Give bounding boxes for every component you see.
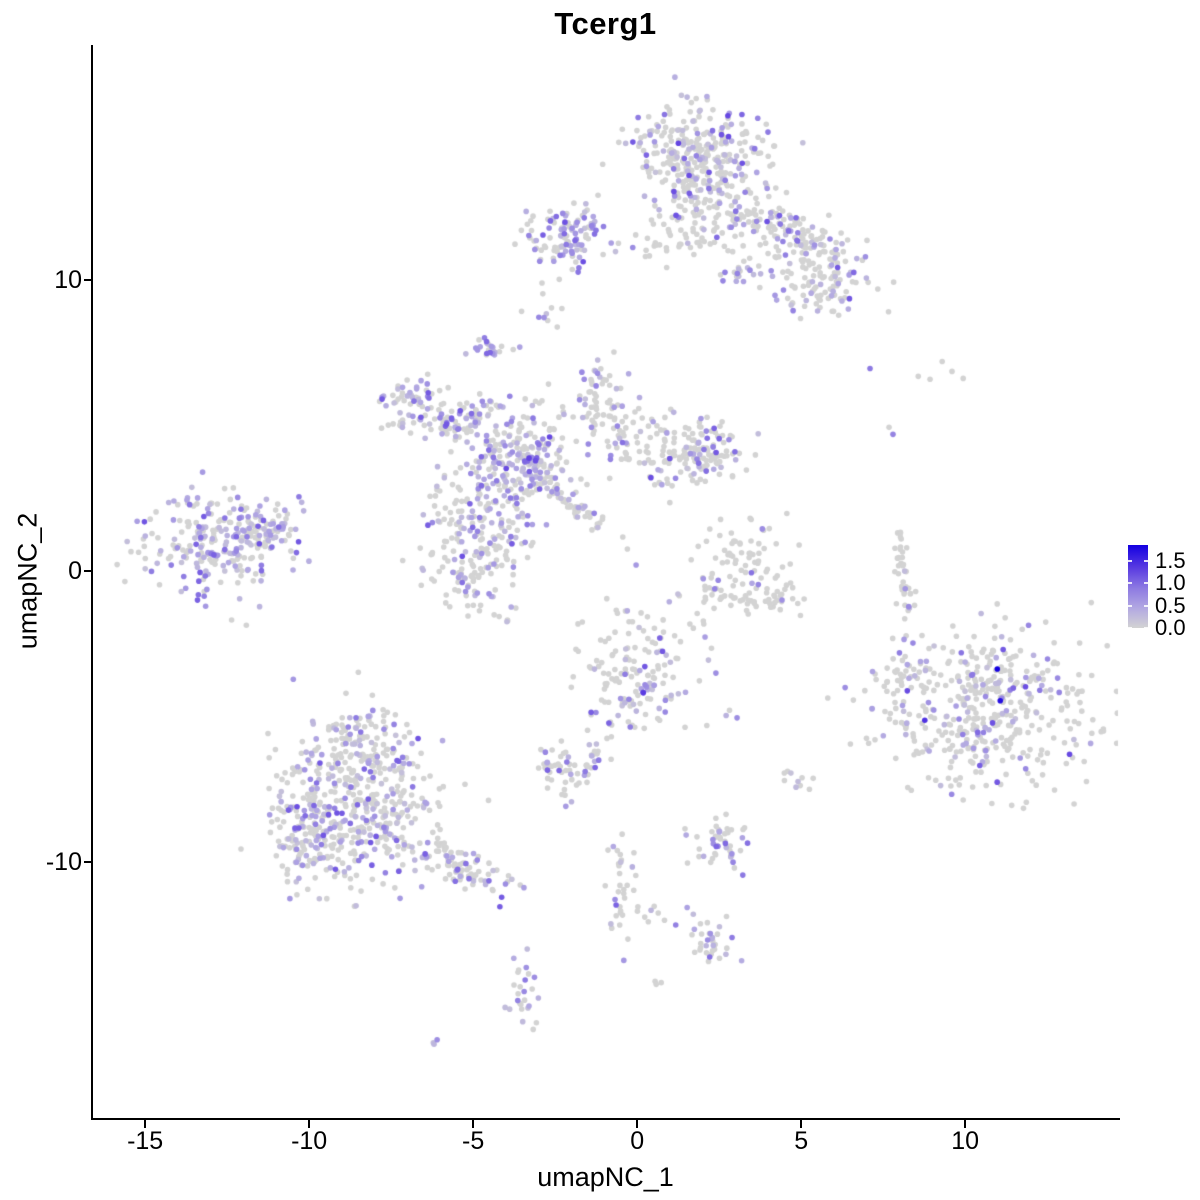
colorbar-tick-mark	[1128, 604, 1132, 607]
y-axis-title: umapNC_2	[12, 512, 43, 650]
x-tick-mark	[472, 1120, 475, 1128]
x-tick-mark	[308, 1120, 311, 1128]
x-tick-label: -10	[291, 1127, 328, 1155]
colorbar-tick-mark	[1128, 627, 1132, 629]
x-tick-label: -15	[127, 1127, 164, 1155]
x-tick-label: 5	[794, 1127, 809, 1155]
y-tick-mark	[84, 278, 92, 281]
x-tick-mark	[144, 1120, 147, 1128]
colorbar-tick-mark	[1144, 559, 1148, 562]
x-axis-title: umapNC_1	[537, 1162, 674, 1192]
y-axis-line	[91, 45, 93, 1120]
colorbar-legend: 1.5 1.0 0.5 0.0	[1128, 545, 1198, 639]
y-tick-mark	[84, 861, 92, 864]
y-tick-label: -10	[45, 848, 82, 877]
colorbar-tick-mark	[1128, 559, 1132, 562]
colorbar-tick-label: 1.5	[1155, 547, 1186, 573]
colorbar-tick-label: 0.5	[1155, 592, 1186, 618]
colorbar-tick-mark	[1144, 627, 1148, 629]
colorbar-tick-mark	[1144, 604, 1148, 607]
x-axis-line	[91, 1118, 1120, 1120]
y-tick-mark	[84, 570, 92, 572]
y-tick-label: 10	[54, 265, 82, 294]
x-tick-label: 10	[951, 1127, 980, 1155]
x-tick-label: 0	[630, 1127, 645, 1155]
x-tick-mark	[636, 1120, 639, 1128]
colorbar-tick-mark	[1128, 582, 1132, 585]
colorbar-tick-label: 1.0	[1155, 570, 1186, 596]
colorbar-tick-label: 0.0	[1155, 615, 1186, 640]
x-tick-label: -5	[462, 1127, 485, 1155]
x-tick-mark	[800, 1120, 803, 1128]
colorbar-tick-mark	[1144, 582, 1148, 585]
x-tick-mark	[964, 1120, 967, 1128]
colorbar-gradient	[1128, 545, 1148, 628]
y-tick-label: 0	[68, 557, 82, 585]
